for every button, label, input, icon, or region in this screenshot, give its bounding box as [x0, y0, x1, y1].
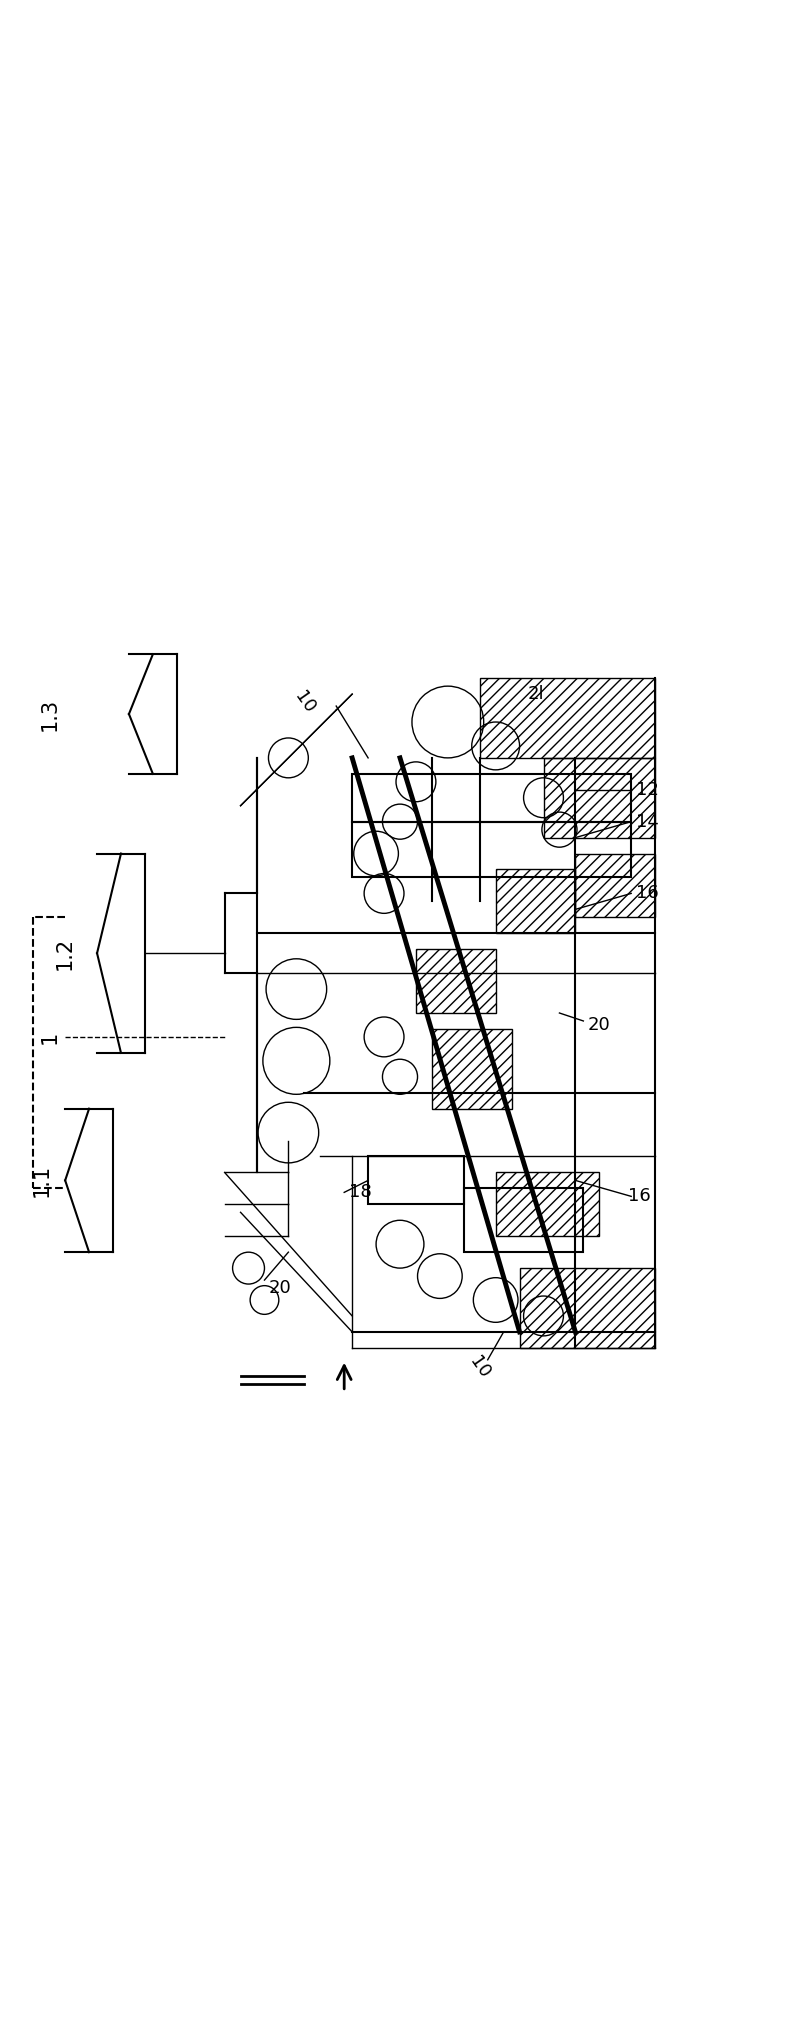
Text: 14: 14 [636, 812, 658, 831]
Text: 1.1: 1.1 [31, 1163, 51, 1197]
Bar [464, 1189, 583, 1252]
Text: 16: 16 [636, 885, 658, 902]
Bar [368, 1157, 464, 1203]
Text: 16: 16 [628, 1187, 650, 1205]
Bar [352, 823, 631, 877]
Bar [352, 774, 631, 823]
Text: 18: 18 [349, 1183, 371, 1201]
Text: 1.3: 1.3 [39, 697, 59, 731]
Text: 2l: 2l [527, 685, 544, 703]
Text: 10: 10 [466, 1353, 494, 1382]
Text: 1: 1 [39, 1031, 59, 1043]
Text: 1.2: 1.2 [55, 936, 75, 970]
Text: 20: 20 [269, 1278, 292, 1297]
Text: 20: 20 [588, 1015, 610, 1033]
Text: 12: 12 [636, 780, 658, 798]
Text: 10: 10 [290, 687, 318, 717]
